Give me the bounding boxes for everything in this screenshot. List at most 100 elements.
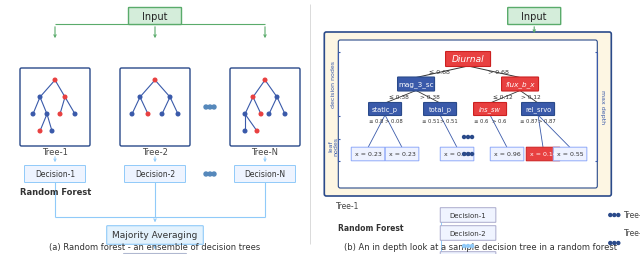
Text: ≤ 0.38: ≤ 0.38: [388, 95, 408, 100]
Text: ≤ 0.68: ≤ 0.68: [429, 70, 449, 75]
FancyBboxPatch shape: [339, 41, 597, 188]
FancyBboxPatch shape: [230, 69, 300, 146]
Text: Random Forest: Random Forest: [339, 224, 404, 233]
FancyBboxPatch shape: [440, 226, 496, 240]
Circle shape: [168, 96, 172, 99]
Circle shape: [73, 113, 77, 116]
Text: > 0.08: > 0.08: [385, 119, 403, 123]
FancyBboxPatch shape: [324, 33, 611, 196]
FancyBboxPatch shape: [553, 148, 587, 161]
Text: ≤ 0.51: ≤ 0.51: [422, 119, 440, 123]
Circle shape: [243, 113, 247, 116]
Text: decision nodes: decision nodes: [331, 61, 336, 108]
Text: > 0.6: > 0.6: [492, 119, 506, 123]
Text: ≤ 0.87: ≤ 0.87: [520, 119, 538, 123]
Circle shape: [160, 113, 164, 116]
Circle shape: [153, 79, 157, 83]
Circle shape: [283, 113, 287, 116]
Circle shape: [138, 96, 142, 99]
Text: Decision-N: Decision-N: [244, 170, 285, 179]
Text: Random Forest: Random Forest: [20, 188, 92, 197]
FancyBboxPatch shape: [440, 252, 496, 254]
Circle shape: [467, 153, 470, 156]
Text: static_p: static_p: [372, 106, 398, 113]
Text: (b) An in depth look at a sample decision tree in a random forest: (b) An in depth look at a sample decisio…: [344, 243, 616, 251]
FancyBboxPatch shape: [526, 148, 560, 161]
FancyBboxPatch shape: [24, 166, 86, 183]
Circle shape: [463, 153, 465, 156]
FancyBboxPatch shape: [129, 8, 182, 25]
FancyBboxPatch shape: [474, 103, 506, 116]
Text: > 0.68: > 0.68: [488, 70, 509, 75]
FancyBboxPatch shape: [522, 103, 554, 116]
Circle shape: [243, 130, 247, 133]
Circle shape: [251, 96, 255, 99]
FancyBboxPatch shape: [397, 78, 435, 92]
Circle shape: [204, 106, 208, 109]
Circle shape: [268, 113, 271, 116]
Text: Diurnal: Diurnal: [452, 55, 484, 64]
FancyBboxPatch shape: [120, 69, 190, 146]
FancyBboxPatch shape: [508, 8, 561, 25]
Text: x = 0.14: x = 0.14: [530, 152, 556, 157]
Circle shape: [38, 130, 42, 133]
Text: > 0.87: > 0.87: [538, 119, 556, 123]
Text: ≤ 0.8: ≤ 0.8: [369, 119, 383, 123]
FancyBboxPatch shape: [385, 148, 419, 161]
FancyBboxPatch shape: [234, 166, 296, 183]
Circle shape: [467, 245, 470, 248]
FancyBboxPatch shape: [125, 166, 186, 183]
FancyBboxPatch shape: [440, 148, 474, 161]
Circle shape: [275, 96, 279, 99]
Text: Decision-2: Decision-2: [450, 230, 486, 236]
Text: Tree-2: Tree-2: [624, 211, 640, 220]
Text: > 0.51: > 0.51: [440, 119, 458, 123]
Circle shape: [204, 172, 208, 176]
Circle shape: [263, 79, 267, 83]
FancyBboxPatch shape: [490, 148, 524, 161]
Text: flux_b_x: flux_b_x: [506, 81, 535, 88]
Text: x = 0.23: x = 0.23: [388, 152, 415, 157]
Text: ≤ 0.12: ≤ 0.12: [493, 95, 513, 100]
Text: Tree-N: Tree-N: [252, 148, 278, 157]
Text: Tree-1: Tree-1: [42, 148, 68, 157]
Text: > 0.38: > 0.38: [420, 95, 440, 100]
Circle shape: [617, 214, 620, 217]
Circle shape: [609, 242, 612, 245]
FancyBboxPatch shape: [124, 253, 186, 254]
Text: ≤ 0.6: ≤ 0.6: [474, 119, 488, 123]
Text: Tree-1: Tree-1: [336, 202, 360, 211]
Circle shape: [208, 172, 212, 176]
Circle shape: [176, 113, 180, 116]
Text: Tree-2: Tree-2: [142, 148, 168, 157]
Circle shape: [208, 106, 212, 109]
Circle shape: [463, 245, 465, 248]
Text: x = 0.04: x = 0.04: [444, 152, 470, 157]
Text: Decision-1: Decision-1: [450, 212, 486, 218]
FancyBboxPatch shape: [351, 148, 385, 161]
Circle shape: [50, 130, 54, 133]
Text: Tree-N: Tree-N: [624, 229, 640, 237]
Text: (a) Random forest - an ensemble of decision trees: (a) Random forest - an ensemble of decis…: [49, 243, 260, 251]
Text: > 0.12: > 0.12: [521, 95, 541, 100]
Text: x = 0.96: x = 0.96: [493, 152, 520, 157]
Circle shape: [470, 136, 474, 139]
Circle shape: [613, 214, 616, 217]
Circle shape: [130, 113, 134, 116]
Circle shape: [58, 113, 62, 116]
Text: Decision-1: Decision-1: [35, 170, 75, 179]
FancyBboxPatch shape: [107, 226, 204, 244]
Circle shape: [255, 130, 259, 133]
FancyBboxPatch shape: [440, 208, 496, 223]
Circle shape: [146, 113, 150, 116]
Circle shape: [463, 136, 465, 139]
Text: x = 0.23: x = 0.23: [355, 152, 381, 157]
Circle shape: [53, 79, 57, 83]
FancyBboxPatch shape: [445, 52, 490, 67]
Circle shape: [617, 242, 620, 245]
Circle shape: [38, 96, 42, 99]
Text: mag_3_sc: mag_3_sc: [398, 81, 434, 88]
Circle shape: [212, 106, 216, 109]
Circle shape: [470, 153, 474, 156]
Text: Decision-2: Decision-2: [135, 170, 175, 179]
